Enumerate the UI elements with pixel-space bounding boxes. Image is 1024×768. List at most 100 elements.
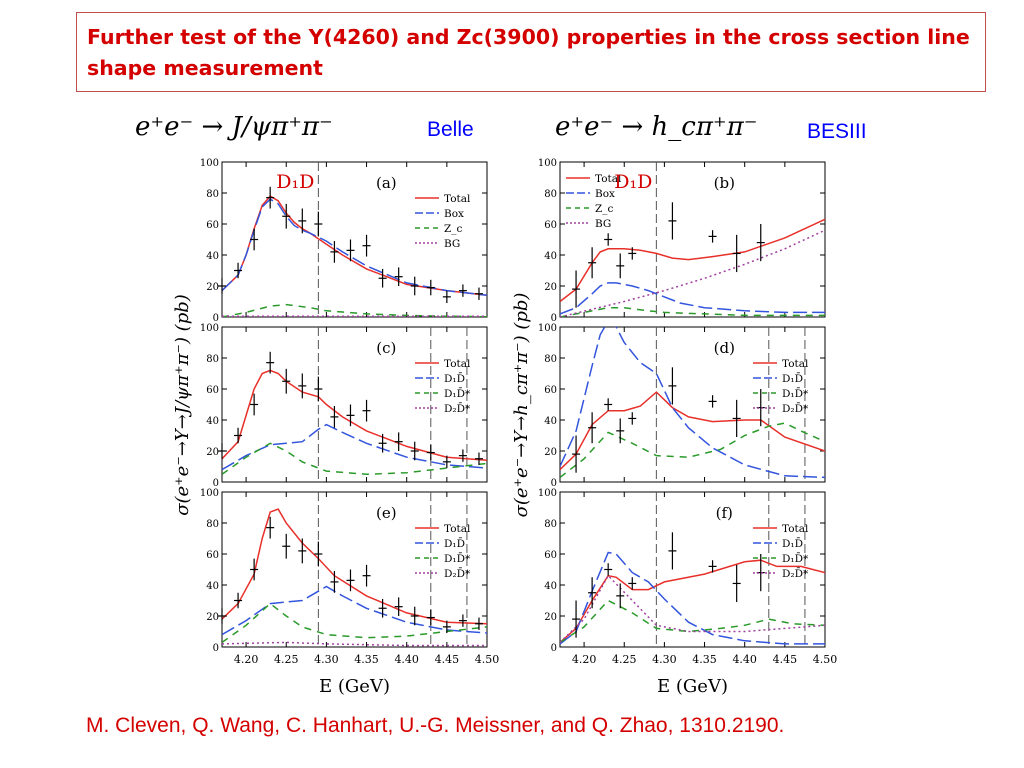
panel-d: 0 20 40 60 80 100 (d) Total D₁D̄ D₁D̄* D₂D̄* bbox=[538, 323, 826, 489]
x-tick-label: 4.45 bbox=[773, 653, 798, 666]
legend-label: Total bbox=[444, 523, 471, 535]
x-tick-label: 4.25 bbox=[612, 653, 637, 666]
legend-label: D₂D̄* bbox=[782, 567, 809, 580]
y-axis-label-left: σ(e⁺e⁻→Y→J/ψπ⁺π⁻) (pb) bbox=[172, 294, 193, 516]
title-box: Further test of the Y(4260) and Zc(3900)… bbox=[76, 12, 986, 92]
y-tick-label: 20 bbox=[544, 282, 557, 293]
series-purple-curve bbox=[222, 641, 487, 647]
panel-e: 0 20 40 60 80 100 4.20 4.25 4.30 4.35 4.40 4.45 4.50… bbox=[200, 488, 499, 666]
curves bbox=[222, 195, 487, 317]
left-process-formula: e⁺e⁻ → J/ψπ⁺π⁻ bbox=[135, 112, 333, 142]
series-green-curve bbox=[560, 306, 825, 317]
y-tick-label: 80 bbox=[206, 189, 219, 200]
y-tick-label: 80 bbox=[206, 354, 219, 365]
x-tick-label: 4.50 bbox=[813, 653, 838, 666]
legend-label: Total bbox=[444, 193, 471, 205]
legend-label: D₁D̄* bbox=[444, 552, 471, 565]
series-total-curve bbox=[560, 218, 825, 303]
series-blue-curve bbox=[222, 423, 487, 471]
panel-label: (b) bbox=[714, 174, 735, 192]
y-tick-label: 0 bbox=[213, 478, 219, 489]
experiment-label-belle: Belle bbox=[427, 118, 474, 141]
y-tick-label: 100 bbox=[200, 158, 219, 169]
panel-b: 0 20 40 60 80 100 (b) Total Box Z_c BG D₁D bbox=[538, 158, 826, 324]
y-tick-label: 80 bbox=[544, 189, 557, 200]
x-tick-label: 4.30 bbox=[314, 653, 339, 666]
series-total-curve bbox=[560, 559, 825, 643]
series-total-curve bbox=[560, 391, 825, 471]
x-tick-label: 4.30 bbox=[652, 653, 677, 666]
y-tick-label: 0 bbox=[551, 478, 557, 489]
curves bbox=[222, 508, 487, 647]
y-tick-label: 0 bbox=[551, 643, 557, 654]
y-tick-label: 20 bbox=[544, 447, 557, 458]
x-tick-label: 4.25 bbox=[274, 653, 299, 666]
y-tick-label: 60 bbox=[544, 220, 557, 231]
series-total-curve bbox=[222, 508, 487, 625]
y-tick-label: 0 bbox=[213, 643, 219, 654]
y-tick-label: 60 bbox=[544, 385, 557, 396]
series-green-curve bbox=[560, 599, 825, 644]
legend-label: D₁D̄ bbox=[782, 372, 803, 385]
y-tick-label: 40 bbox=[544, 251, 557, 262]
legend-label: D₂D̄* bbox=[782, 402, 809, 415]
curves bbox=[222, 369, 487, 476]
series-green-curve bbox=[222, 602, 487, 644]
y-tick-label: 60 bbox=[544, 550, 557, 561]
panel-frame bbox=[221, 491, 488, 648]
legend-label: D₁D̄ bbox=[444, 372, 465, 385]
panel-label: (d) bbox=[714, 339, 735, 357]
series-blue-curve bbox=[222, 585, 487, 636]
panel-label: (c) bbox=[376, 339, 396, 357]
legend-label: BG bbox=[444, 238, 460, 250]
series-purple-curve bbox=[560, 229, 825, 317]
y-tick-label: 0 bbox=[551, 313, 557, 324]
panel-c: 0 20 40 60 80 100 (c) Total D₁D̄ D₁D̄* D₂D̄* bbox=[200, 323, 488, 489]
y-tick-label: 40 bbox=[206, 416, 219, 427]
y-tick-label: 60 bbox=[206, 385, 219, 396]
panel-frame bbox=[221, 326, 488, 483]
x-tick-label: 4.35 bbox=[354, 653, 379, 666]
panel-frame bbox=[221, 161, 488, 318]
legend-label: Z_c bbox=[444, 223, 463, 235]
legend-label: D₂D̄* bbox=[444, 567, 471, 580]
legend-label: Box bbox=[595, 188, 615, 200]
series-blue-curve bbox=[560, 327, 825, 479]
legend-label: D₁D̄ bbox=[782, 537, 803, 550]
panel-label: (e) bbox=[376, 504, 397, 522]
threshold-label: D₁D bbox=[614, 171, 652, 193]
y-tick-label: 20 bbox=[206, 447, 219, 458]
y-tick-label: 100 bbox=[538, 158, 557, 169]
y-tick-label: 40 bbox=[544, 581, 557, 592]
right-process-formula: e⁺e⁻ → h_cπ⁺π⁻ bbox=[555, 112, 758, 142]
x-axis-label-left: E (GeV) bbox=[319, 676, 390, 697]
panel-frame bbox=[559, 326, 826, 483]
threshold-label: D₁D bbox=[276, 171, 314, 193]
panel-f: 0 20 40 60 80 100 4.20 4.25 4.30 4.35 4.40 4.45 4.50… bbox=[538, 488, 837, 666]
x-tick-label: 4.40 bbox=[732, 653, 757, 666]
curves bbox=[560, 327, 825, 479]
legend-label: Total bbox=[444, 358, 471, 370]
panel-frame bbox=[559, 491, 826, 648]
y-axis-label-right: σ(e⁺e⁻→Y→h_cπ⁺π⁻) (pb) bbox=[511, 293, 532, 518]
legend-label: Z_c bbox=[595, 203, 614, 215]
x-tick-label: 4.45 bbox=[435, 653, 460, 666]
legend-label: Total bbox=[595, 173, 622, 185]
legend-label: D₂D̄* bbox=[444, 402, 471, 415]
legend-label: D₁D̄* bbox=[444, 387, 471, 400]
legend-label: Box bbox=[444, 208, 464, 220]
y-tick-label: 100 bbox=[538, 488, 557, 499]
series-green-curve bbox=[222, 442, 487, 476]
x-tick-label: 4.35 bbox=[692, 653, 717, 666]
y-tick-label: 20 bbox=[206, 282, 219, 293]
legend-label: BG bbox=[595, 218, 611, 230]
y-tick-label: 100 bbox=[200, 488, 219, 499]
y-tick-label: 20 bbox=[206, 612, 219, 623]
legend-label: Total bbox=[782, 358, 809, 370]
experiment-label-besiii: BESIII bbox=[807, 120, 867, 143]
y-tick-label: 60 bbox=[206, 550, 219, 561]
x-tick-label: 4.20 bbox=[572, 653, 597, 666]
y-tick-label: 80 bbox=[544, 519, 557, 530]
legend-label: D₁D̄ bbox=[444, 537, 465, 550]
